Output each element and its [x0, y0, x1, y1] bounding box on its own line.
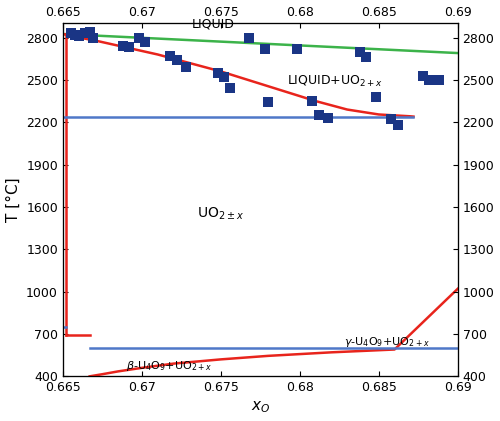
Point: [264, 99, 272, 106]
Point: [141, 38, 149, 45]
Point: [125, 44, 133, 51]
Point: [74, 33, 82, 40]
Point: [362, 54, 370, 61]
Point: [388, 116, 396, 123]
Point: [394, 122, 402, 128]
Point: [419, 72, 427, 79]
Point: [245, 34, 253, 41]
Point: [435, 77, 443, 83]
Y-axis label: T [°C]: T [°C]: [6, 178, 20, 222]
Point: [356, 48, 364, 55]
Point: [134, 34, 142, 41]
Point: [119, 43, 127, 49]
Text: $\gamma$-U$_4$O$_9$+UO$_{2+x}$: $\gamma$-U$_4$O$_9$+UO$_{2+x}$: [344, 335, 430, 349]
Point: [220, 74, 228, 80]
Point: [214, 69, 222, 76]
Point: [182, 64, 190, 71]
Point: [292, 45, 300, 52]
Point: [314, 112, 322, 119]
Point: [166, 53, 174, 59]
Text: LIQUID: LIQUID: [192, 18, 234, 31]
Point: [66, 30, 74, 37]
Point: [89, 34, 97, 41]
Point: [426, 77, 434, 83]
Text: $\beta$-U$_4$O$_9$+UO$_{2+x}$: $\beta$-U$_4$O$_9$+UO$_{2+x}$: [126, 359, 212, 373]
Point: [72, 31, 80, 38]
X-axis label: $x_O$: $x_O$: [250, 400, 270, 416]
Point: [226, 85, 234, 92]
Point: [261, 45, 269, 52]
Point: [324, 115, 332, 121]
Point: [81, 30, 89, 37]
Point: [308, 98, 316, 104]
Point: [372, 93, 380, 100]
Text: UO$_{2\pm x}$: UO$_{2\pm x}$: [197, 206, 244, 222]
Point: [86, 29, 94, 35]
Point: [172, 57, 180, 64]
Text: LIQUID+UO$_{2+x}$: LIQUID+UO$_{2+x}$: [287, 74, 383, 89]
